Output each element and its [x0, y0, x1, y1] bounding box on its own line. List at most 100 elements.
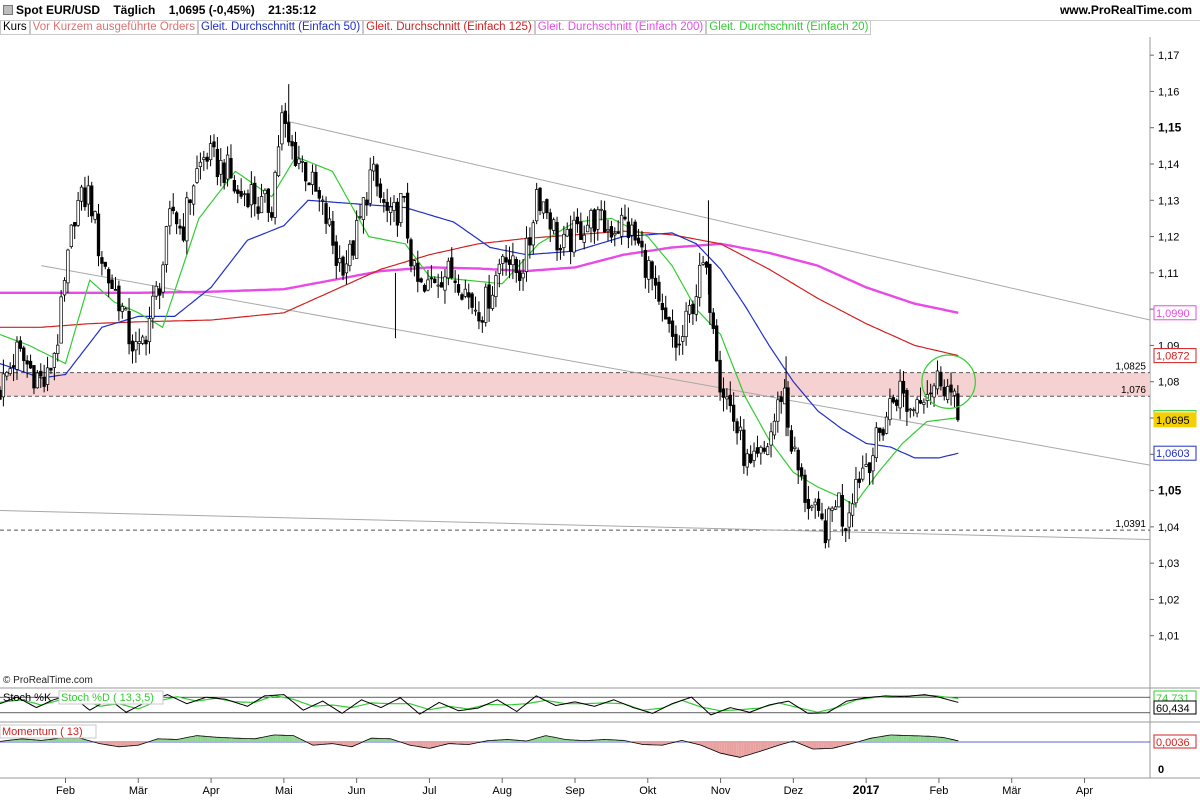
- support-label: 1,0391: [1115, 519, 1146, 530]
- candle-body: [732, 404, 736, 422]
- candle-body: [198, 161, 203, 167]
- candle-body: [884, 416, 889, 434]
- price-badge-3: 1,0695: [1153, 412, 1197, 428]
- candle-body: [171, 206, 175, 212]
- x-tick-label: Feb: [56, 785, 75, 797]
- candle-body: [385, 201, 389, 211]
- candle-body: [558, 247, 563, 251]
- candle-body: [429, 277, 434, 280]
- candle-body: [225, 154, 230, 180]
- candle-body: [745, 453, 749, 468]
- legend-item-0[interactable]: Kurs: [0, 20, 30, 35]
- stoch-k-label: Stoch %K: [3, 692, 52, 704]
- candle-body: [144, 339, 148, 345]
- candle-body: [107, 269, 111, 284]
- candle-body: [392, 202, 396, 211]
- y-tick-label: 1,16: [1158, 86, 1179, 98]
- candle-body: [35, 372, 40, 389]
- candle-body: [358, 216, 362, 218]
- candle-body: [113, 289, 118, 291]
- price-badge-label: 1,0695: [1156, 415, 1190, 427]
- price-change: 1,0695 (-0,45%): [168, 3, 255, 17]
- candle-body: [450, 257, 454, 279]
- candle-body: [232, 180, 237, 192]
- candle-body: [769, 431, 773, 446]
- ma50-line: [0, 199, 959, 459]
- candle-body: [453, 280, 457, 283]
- x-tick-label: Jun: [348, 785, 366, 797]
- legend-item-4[interactable]: Gleit. Durchschnitt (Einfach 200): [534, 20, 707, 35]
- candle-body: [912, 409, 916, 412]
- candle-body: [86, 185, 90, 205]
- candle-body: [939, 371, 943, 387]
- candle-body: [477, 312, 481, 322]
- candle-body: [484, 286, 488, 323]
- candle-body: [619, 214, 624, 237]
- candle-body: [596, 209, 600, 230]
- candle-body: [8, 368, 12, 374]
- candle-body: [137, 341, 141, 344]
- candle-body: [236, 189, 240, 194]
- candle-body: [511, 255, 515, 266]
- candle-body: [721, 388, 726, 398]
- candle-body: [789, 430, 794, 452]
- candle-body: [52, 352, 56, 368]
- candle-body: [636, 237, 641, 244]
- candle-body: [738, 426, 743, 432]
- candle-body: [660, 302, 664, 311]
- trendline-1: [41, 265, 1151, 466]
- candle-body: [242, 193, 247, 196]
- price-badge-box: [1153, 412, 1197, 428]
- candle-body: [266, 188, 270, 213]
- legend-item-5[interactable]: Gleit. Durchschnitt (Einfach 20): [706, 20, 872, 35]
- candle-body: [507, 259, 512, 265]
- candle-body: [776, 399, 780, 422]
- candle-body: [718, 359, 722, 393]
- legend-item-2[interactable]: Gleit. Durchschnitt (Einfach 50): [198, 20, 364, 35]
- candle-body: [290, 141, 294, 147]
- candle-body: [698, 264, 702, 298]
- window-menu-icon[interactable]: [3, 5, 13, 15]
- candle-body: [443, 276, 447, 291]
- candle-body: [191, 185, 196, 205]
- momentum-label: Momentum ( 13): [2, 726, 83, 738]
- price-badge-label: 1,0990: [1156, 308, 1190, 320]
- candle-body: [259, 196, 264, 214]
- candle-body: [419, 278, 423, 283]
- candle-body: [881, 429, 885, 436]
- legend-item-3[interactable]: Gleit. Durchschnitt (Einfach 125): [363, 20, 535, 35]
- candle-body: [643, 249, 648, 278]
- candle-body: [256, 206, 260, 214]
- candle-body: [687, 305, 692, 315]
- candle-body: [677, 343, 681, 346]
- candle-body: [45, 367, 50, 385]
- candle-body: [409, 239, 413, 267]
- candle-body: [609, 226, 614, 238]
- candle-body: [174, 212, 179, 225]
- candle-body: [205, 156, 209, 162]
- highlight-circle: [921, 354, 976, 410]
- candle-body: [878, 427, 882, 433]
- candle-body: [606, 229, 610, 232]
- candle-body: [487, 284, 491, 309]
- candle-body: [439, 282, 444, 288]
- candle-body: [59, 296, 63, 344]
- y-tick-label: 1,02: [1158, 594, 1179, 606]
- candle-body: [436, 284, 440, 287]
- legend-item-1[interactable]: Vor Kurzem ausgeführte Orders: [29, 20, 199, 35]
- candle-body: [276, 146, 281, 177]
- candle-body: [545, 199, 549, 214]
- price-badge-label: 1,0872: [1156, 351, 1190, 363]
- indicator-legend: Kurs Vor Kurzem ausgeführte Orders Gleit. …: [0, 20, 872, 35]
- candle-body: [827, 508, 831, 541]
- candle-body: [501, 255, 505, 264]
- candle-body: [823, 520, 828, 544]
- candle-body: [334, 241, 338, 266]
- candle-body: [694, 296, 698, 315]
- momentum-label-box: [0, 724, 97, 739]
- candle-body: [684, 310, 688, 338]
- candle-body: [263, 189, 267, 195]
- candle-body: [582, 234, 586, 243]
- candle-body: [670, 320, 675, 337]
- candle-body: [195, 168, 199, 183]
